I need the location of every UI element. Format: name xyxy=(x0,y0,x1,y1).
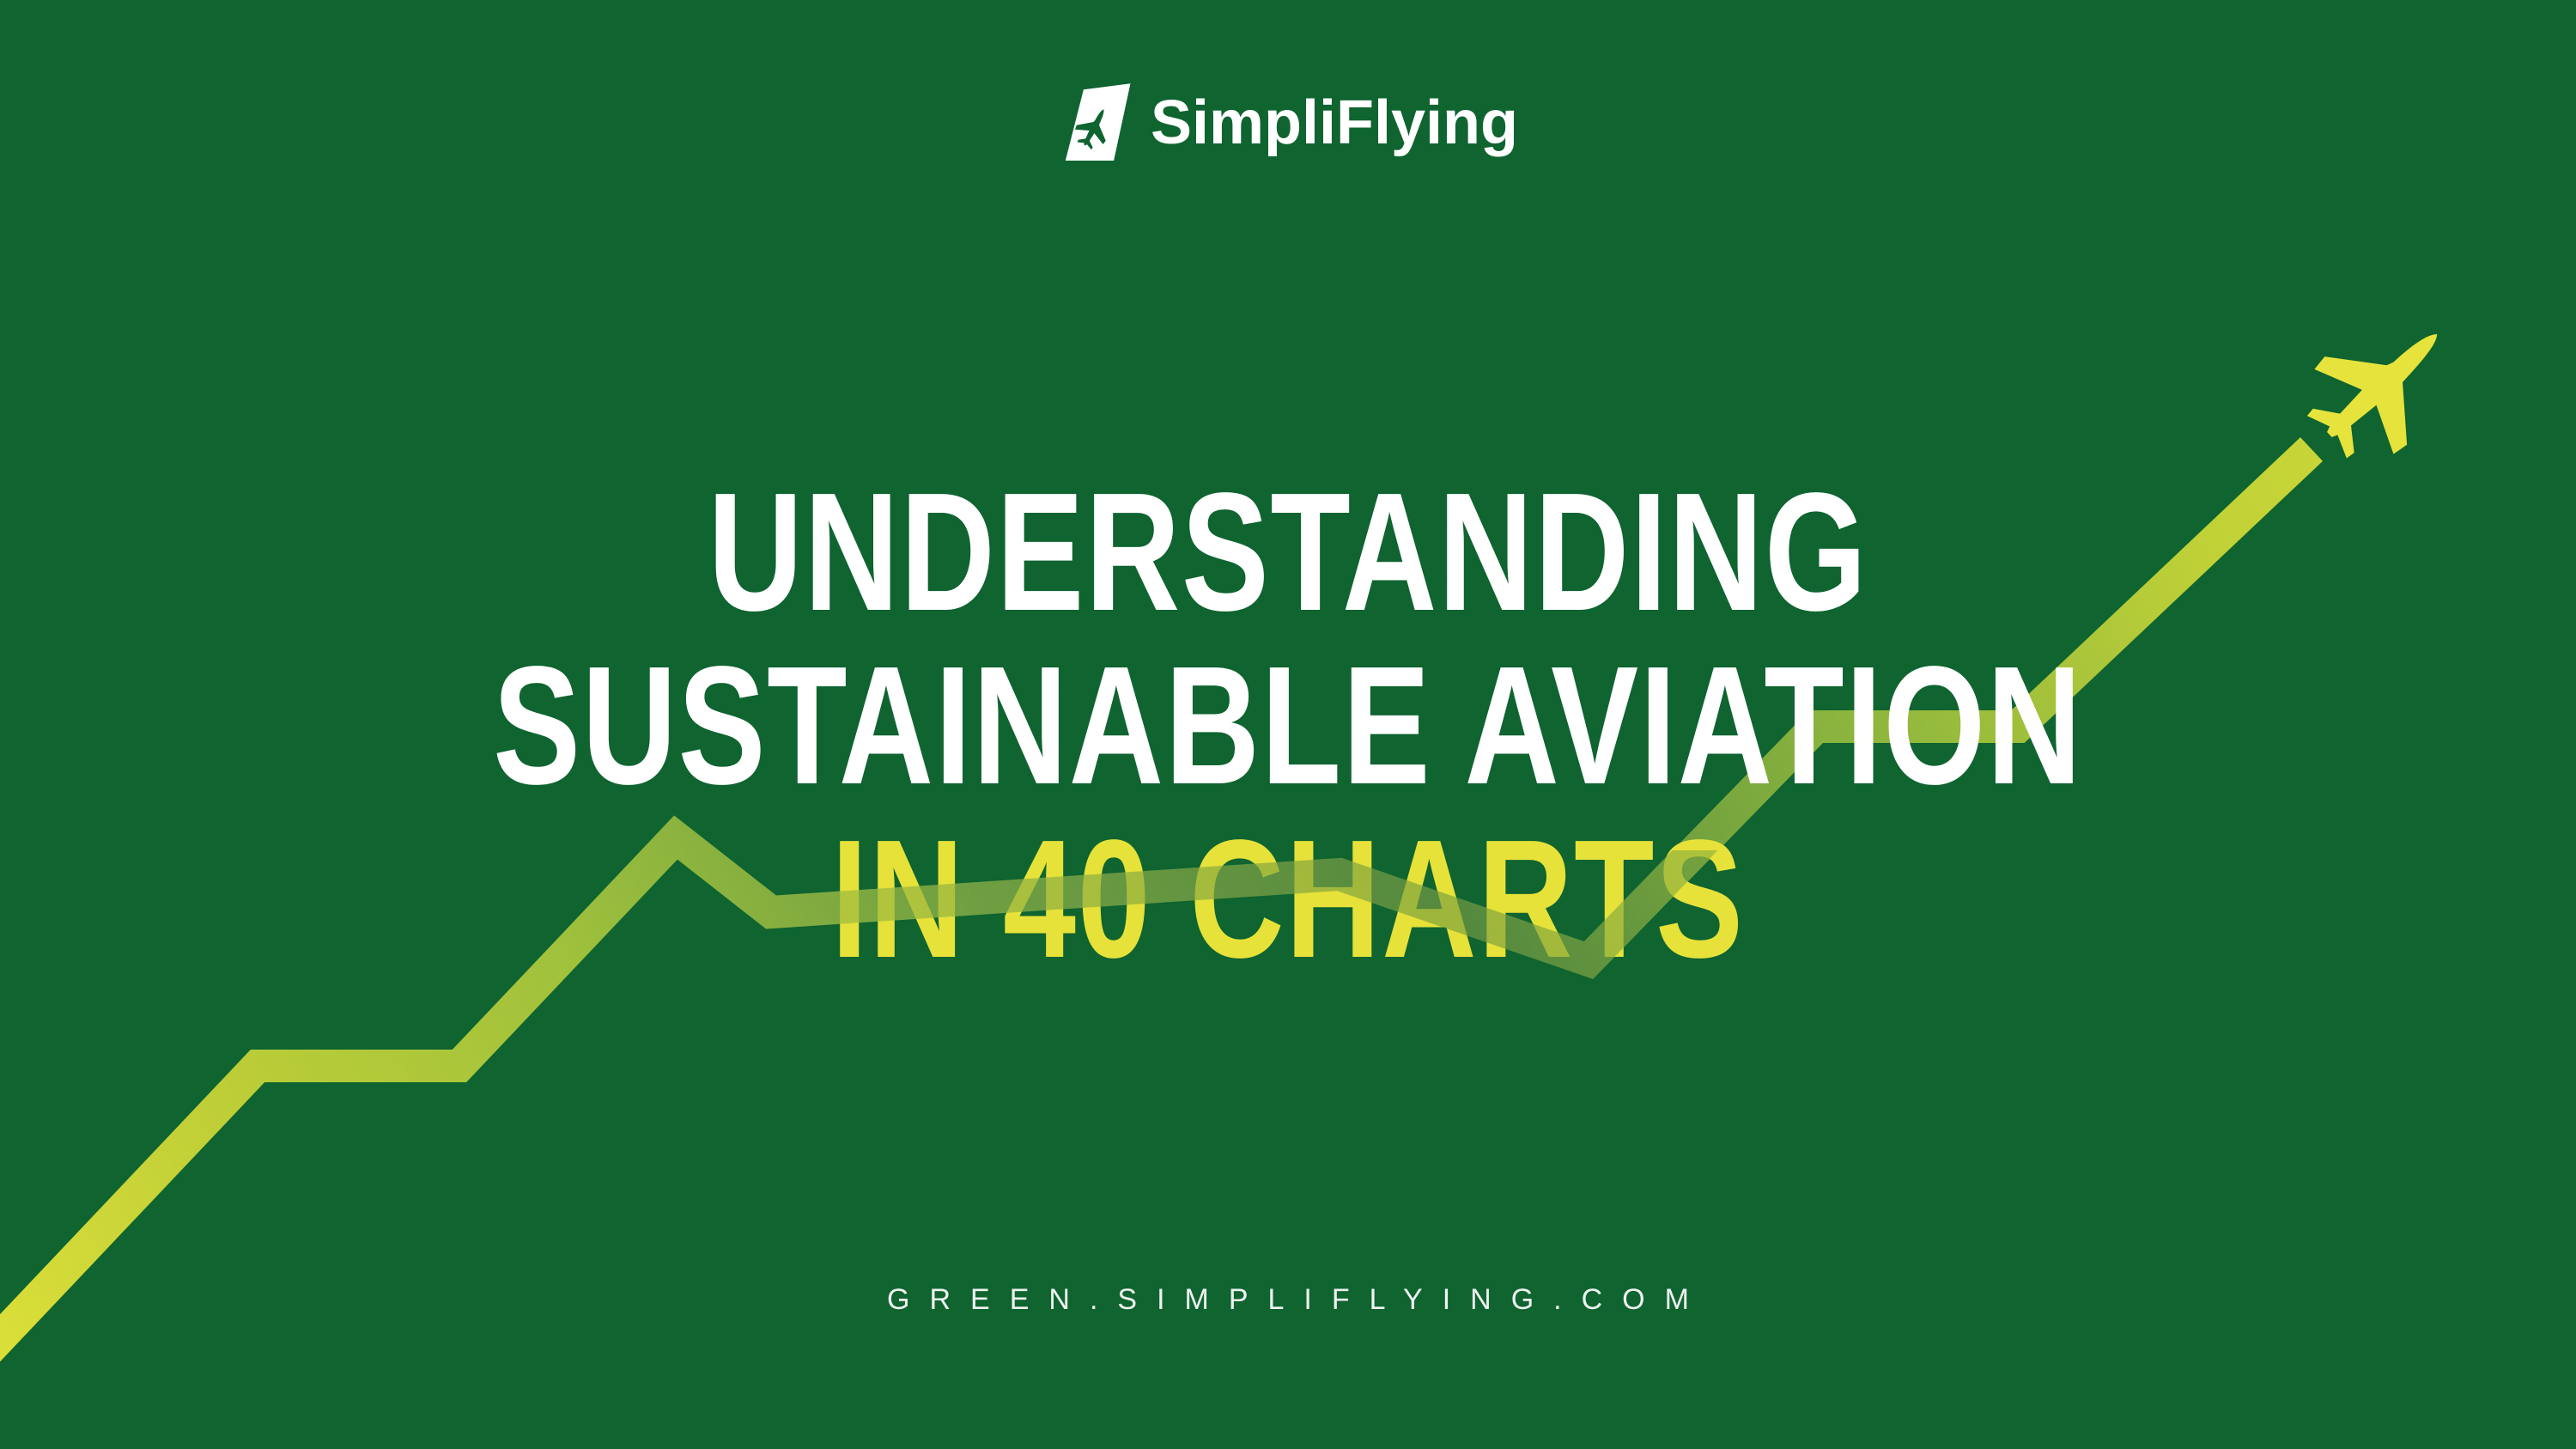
title-line-3: IN 40 CHARTS xyxy=(831,804,1745,993)
airplane-icon xyxy=(2306,334,2438,459)
page-title: UNDERSTANDING SUSTAINABLE AVIATION IN 40… xyxy=(0,466,2576,986)
title-line-2: SUSTAINABLE AVIATION xyxy=(493,630,2083,819)
title-line-1: UNDERSTANDING xyxy=(708,458,1868,646)
logo-mark-icon xyxy=(1065,83,1131,161)
logo-plane-cutout-icon xyxy=(1075,109,1106,150)
footer-url: GREEN.SIMPLIFLYING.COM xyxy=(887,1283,1709,1316)
brand-logo: SimpliFlying xyxy=(0,82,2576,163)
brand-name: SimpliFlying xyxy=(1150,88,1519,157)
